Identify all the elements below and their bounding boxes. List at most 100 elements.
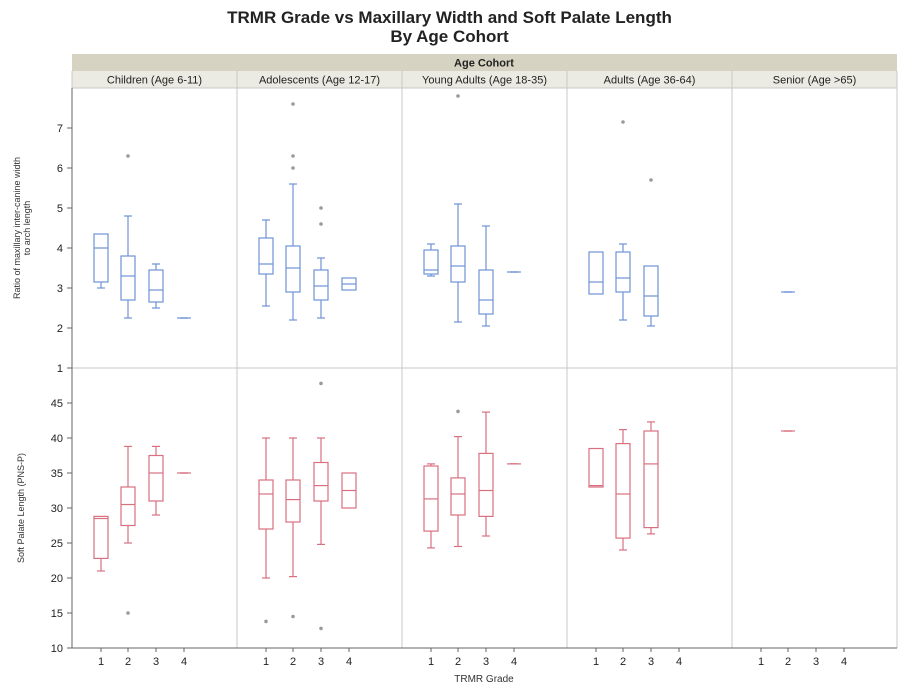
box [479, 270, 493, 314]
box-plot [121, 446, 135, 614]
box-plot [149, 264, 163, 308]
y-tick-label: 1 [57, 363, 63, 375]
box [479, 453, 493, 516]
box [286, 480, 300, 522]
x-tick-label: 4 [181, 656, 187, 668]
x-tick-label: 2 [125, 656, 131, 668]
outlier-point [291, 166, 295, 170]
y-axis-label: Soft Palate Length (PNS-P) [16, 453, 26, 563]
y-tick-label: 7 [57, 123, 63, 135]
box-plot [644, 178, 658, 326]
box [589, 449, 603, 488]
box-plot [259, 220, 273, 306]
outlier-point [456, 94, 460, 98]
box-plot [259, 438, 273, 623]
x-tick-label: 3 [153, 656, 159, 668]
x-tick-label: 2 [620, 656, 626, 668]
panel-label: Young Adults (Age 18-35) [422, 75, 547, 87]
box [616, 252, 630, 292]
y-tick-label: 4 [57, 243, 63, 255]
x-tick-label: 4 [346, 656, 352, 668]
y-tick-label: 2 [57, 323, 63, 335]
x-tick-label: 2 [290, 656, 296, 668]
box-plot [121, 154, 135, 318]
box-plot [424, 244, 438, 276]
panel-label: Senior (Age >65) [773, 75, 856, 87]
x-tick-label: 4 [841, 656, 847, 668]
box-plot [451, 94, 465, 322]
outlier-point [291, 102, 295, 106]
x-tick-label: 4 [511, 656, 517, 668]
box-plot [479, 412, 493, 536]
box [314, 270, 328, 300]
box [589, 252, 603, 294]
box [121, 256, 135, 300]
box-plot [286, 102, 300, 320]
box-plot [94, 234, 108, 288]
box [259, 238, 273, 274]
x-axis-label: TRMR Grade [454, 674, 514, 685]
box-plot [342, 278, 356, 290]
box [149, 270, 163, 302]
outlier-point [319, 222, 323, 226]
box [616, 444, 630, 538]
outlier-point [291, 154, 295, 158]
outlier-point [264, 620, 268, 624]
y-tick-label: 25 [51, 538, 63, 550]
outlier-point [126, 611, 130, 615]
box [286, 246, 300, 292]
box-plot [616, 430, 630, 550]
x-tick-label: 1 [593, 656, 599, 668]
x-tick-label: 4 [676, 656, 682, 668]
x-tick-label: 1 [428, 656, 434, 668]
box-plot [479, 226, 493, 326]
y-tick-label: 10 [51, 643, 63, 655]
y-tick-label: 35 [51, 468, 63, 480]
box [94, 234, 108, 282]
box [259, 480, 273, 529]
x-tick-label: 2 [455, 656, 461, 668]
panel-headers: Children (Age 6-11) Adolescents (Age 12-1… [72, 71, 897, 88]
x-tick-label: 2 [785, 656, 791, 668]
box-plot [286, 438, 300, 618]
box [121, 487, 135, 526]
outlier-point [649, 178, 653, 182]
group-header-label: Age Cohort [454, 58, 514, 70]
box-plot [314, 382, 328, 631]
outlier-point [621, 120, 625, 124]
y-tick-label: 6 [57, 163, 63, 175]
box-plot [149, 446, 163, 515]
box-plot [314, 206, 328, 318]
y-tick-label: 20 [51, 573, 63, 585]
x-tick-label: 1 [98, 656, 104, 668]
y-axis-label: Ratio of maxillary inter-canine width [12, 157, 22, 299]
box [451, 478, 465, 515]
plot-area: 1 2 3 45 6 7 Ratio of maxillary inter-canine w… [12, 71, 897, 668]
panel-label: Children (Age 6-11) [107, 75, 202, 87]
x-tick-label: 1 [263, 656, 269, 668]
box-plot [94, 516, 108, 571]
box-plot [644, 422, 658, 534]
box-plot [616, 120, 630, 320]
box-plot [424, 464, 438, 548]
x-tick-label: 3 [483, 656, 489, 668]
y-tick-label: 45 [51, 398, 63, 410]
x-tick-label: 3 [318, 656, 324, 668]
outlier-point [291, 615, 295, 619]
y-tick-label: 15 [51, 608, 63, 620]
x-tick-label: 1 [758, 656, 764, 668]
outlier-point [319, 206, 323, 210]
box [94, 516, 108, 558]
box [149, 456, 163, 502]
panel-label: Adolescents (Age 12-17) [259, 75, 380, 87]
y-tick-label: 30 [51, 503, 63, 515]
outlier-point [319, 382, 323, 386]
box-plot [342, 473, 356, 508]
y-tick-label: 3 [57, 283, 63, 295]
y-axis-label: to arch length [22, 201, 32, 256]
x-tick-label: 3 [813, 656, 819, 668]
y-tick-label: 40 [51, 433, 63, 445]
box-plot [589, 252, 603, 294]
outlier-point [456, 410, 460, 414]
box [644, 266, 658, 316]
